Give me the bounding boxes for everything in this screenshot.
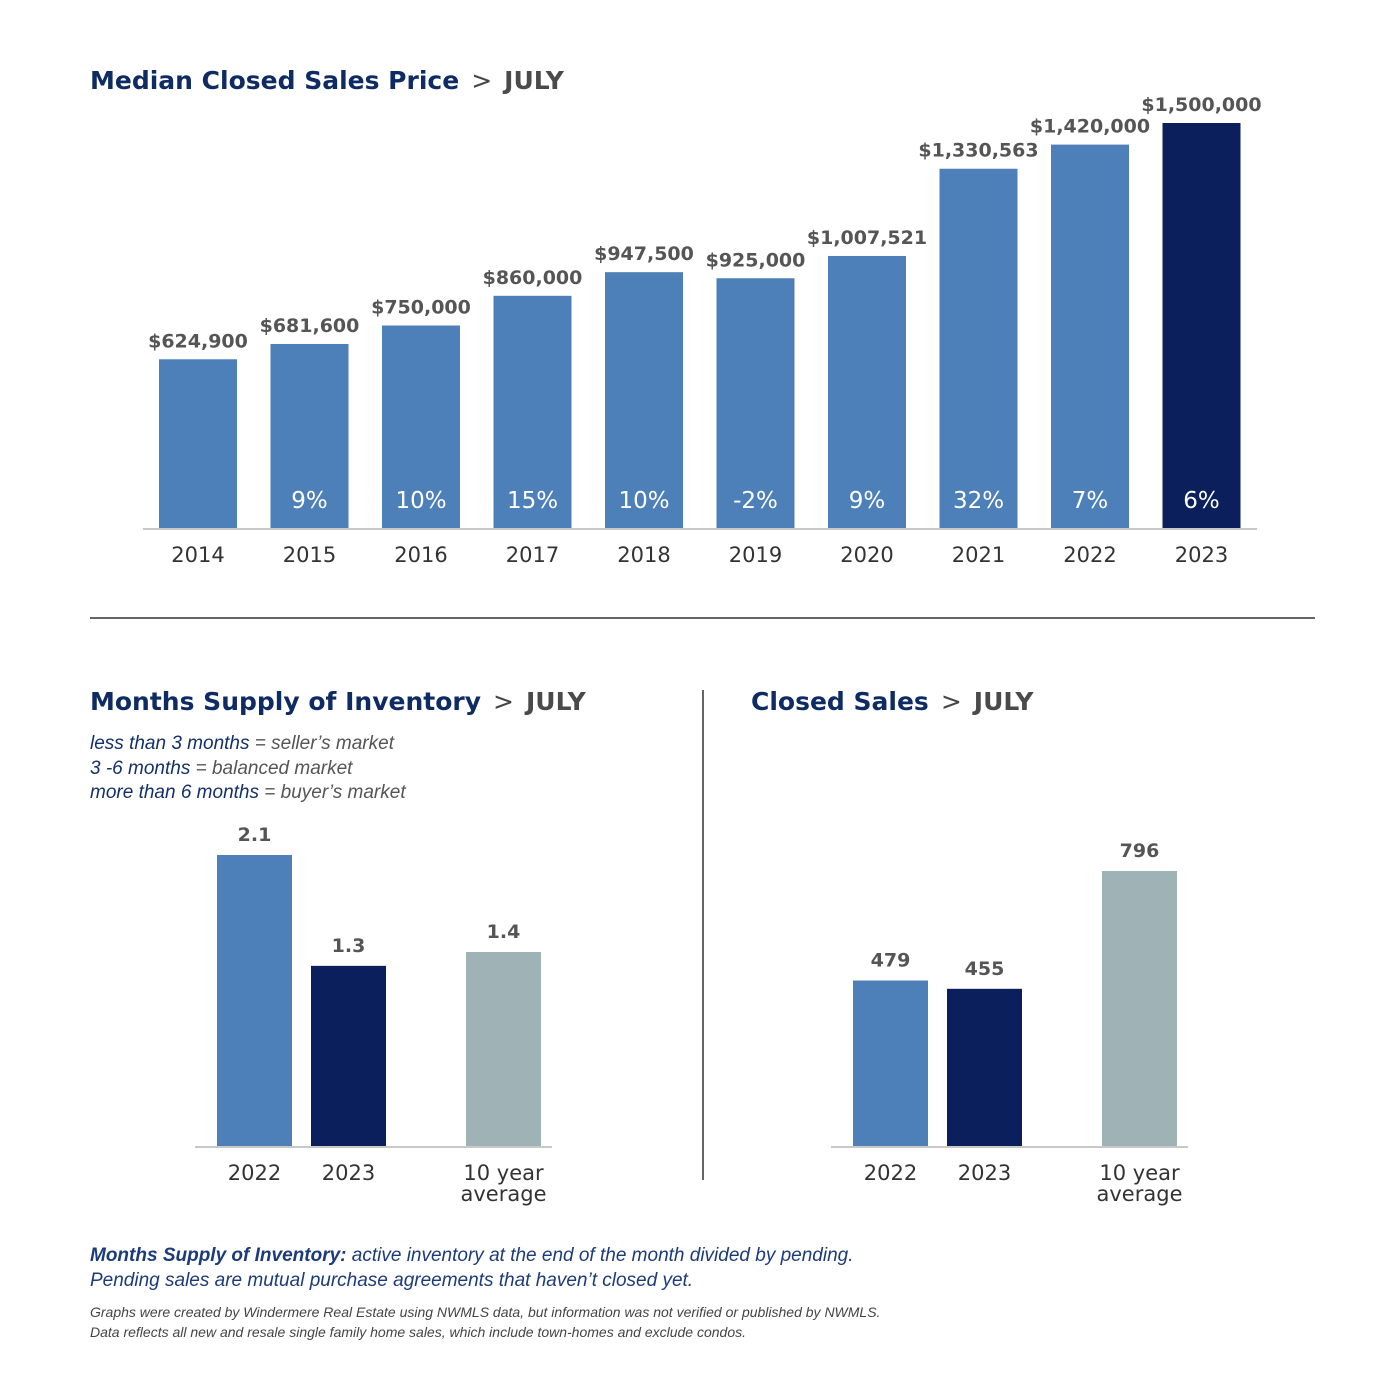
price-title-main: Median Closed Sales Price: [90, 66, 460, 95]
supply-value-label: 1.3: [332, 935, 366, 957]
legend-line-balanced: 3 -6 months = balanced market: [90, 757, 406, 782]
price-change-label: -2%: [733, 488, 778, 514]
price-value-label: $1,420,000: [1030, 116, 1150, 138]
price-title-sep: >: [471, 66, 493, 95]
price-year-label: 2019: [729, 543, 782, 567]
price-change-label: 9%: [849, 488, 886, 514]
price-value-label: $1,330,563: [918, 140, 1038, 162]
sales-title-month: JULY: [973, 687, 1034, 716]
sales-bar: [1102, 871, 1177, 1146]
supply-title-main: Months Supply of Inventory: [90, 687, 482, 716]
note-text-2: Pending sales are mutual purchase agreem…: [90, 1269, 694, 1291]
legend-desc: = seller’s market: [249, 733, 394, 754]
price-change-label: 32%: [953, 488, 1004, 514]
price-chart-title: Median Closed Sales Price > JULY: [90, 66, 564, 95]
legend-term: more than 6 months: [90, 782, 259, 803]
sales-bar: [853, 980, 928, 1146]
sales-category-label: 2023: [958, 1161, 1011, 1185]
market-legend: less than 3 months = seller’s market 3 -…: [90, 732, 406, 806]
price-year-label: 2023: [1175, 543, 1228, 567]
price-value-label: $925,000: [706, 249, 806, 271]
sales-category-label: 2022: [864, 1161, 917, 1185]
sales-bar: [947, 988, 1022, 1146]
supply-value-label: 1.4: [487, 921, 521, 943]
supply-chart-title: Months Supply of Inventory > JULY: [90, 687, 586, 716]
legend-desc: = balanced market: [190, 757, 353, 779]
legend-term: 3 -6 months: [90, 757, 191, 779]
footnote-line-2: Data reflects all new and resale single …: [90, 1324, 747, 1340]
price-value-label: $1,007,521: [807, 227, 927, 249]
legend-line-buyer: more than 6 months = buyer’s market: [90, 781, 406, 806]
price-bar: [1051, 144, 1129, 528]
price-bar: [1162, 123, 1241, 528]
note-term: Months Supply of Inventory:: [90, 1245, 347, 1266]
footnote: Graphs were created by Windermere Real E…: [90, 1302, 880, 1342]
price-year-label: 2018: [617, 543, 670, 567]
sales-value-label: 796: [1120, 840, 1160, 862]
price-value-label: $681,600: [260, 315, 360, 337]
section-divider: [90, 617, 1315, 619]
price-value-label: $947,500: [594, 243, 694, 265]
supply-bar: [311, 965, 386, 1146]
price-bar: [159, 359, 237, 528]
price-bar: [939, 168, 1018, 528]
footnote-line-1: Graphs were created by Windermere Real E…: [90, 1304, 881, 1320]
sales-title-sep: >: [940, 687, 962, 716]
legend-desc: = buyer’s market: [258, 782, 406, 803]
price-bar: [716, 278, 795, 528]
price-change-label: 6%: [1183, 488, 1220, 514]
price-bar: [382, 325, 460, 528]
price-change-label: 10%: [395, 488, 446, 514]
sales-value-label: 455: [965, 958, 1005, 980]
price-change-label: 7%: [1072, 488, 1109, 514]
price-year-label: 2017: [506, 543, 559, 567]
price-value-label: $1,500,000: [1141, 94, 1261, 116]
supply-bar: [466, 952, 541, 1146]
price-value-label: $750,000: [371, 297, 471, 319]
price-year-label: 2020: [840, 543, 893, 567]
sales-category-label: average: [1097, 1182, 1183, 1206]
price-value-label: $624,900: [148, 330, 248, 352]
legend-line-seller: less than 3 months = seller’s market: [90, 732, 406, 757]
supply-value-label: 2.1: [238, 824, 272, 846]
price-value-label: $860,000: [483, 267, 583, 289]
price-title-month: JULY: [504, 66, 564, 95]
note-line-1: Months Supply of Inventory: active inven…: [90, 1244, 854, 1269]
note-text-1: active inventory at the end of the month…: [346, 1245, 854, 1266]
price-year-label: 2014: [171, 543, 224, 567]
price-bar: [270, 343, 349, 528]
sales-title-main: Closed Sales: [751, 687, 929, 716]
legend-term: less than 3 months: [90, 733, 250, 754]
median-price-chart: $624,900 2014 $681,600 9% 2015 $750,000 10% 201…: [143, 94, 1262, 567]
price-year-label: 2021: [952, 543, 1005, 567]
price-bar: [605, 272, 683, 528]
price-change-label: 9%: [291, 488, 328, 514]
supply-category-label: 10 year: [463, 1161, 544, 1185]
price-bar: [493, 295, 572, 528]
supply-category-label: 2022: [228, 1161, 281, 1185]
price-change-label: 15%: [507, 488, 558, 514]
supply-category-label: 2023: [322, 1161, 375, 1185]
supply-title-sep: >: [493, 687, 514, 716]
supply-category-label: average: [461, 1182, 547, 1206]
price-year-label: 2015: [283, 543, 336, 567]
sales-category-label: 10 year: [1099, 1161, 1180, 1185]
supply-title-month: JULY: [525, 687, 586, 716]
price-bar: [828, 255, 906, 528]
column-divider: [702, 690, 704, 1180]
price-change-label: 10%: [618, 488, 669, 514]
price-year-label: 2016: [394, 543, 447, 567]
sales-chart-title: Closed Sales > JULY: [751, 687, 1034, 716]
sales-value-label: 479: [871, 950, 911, 972]
definition-note: Months Supply of Inventory: active inven…: [90, 1244, 854, 1293]
supply-bar: [217, 855, 292, 1146]
price-year-label: 2022: [1063, 543, 1116, 567]
